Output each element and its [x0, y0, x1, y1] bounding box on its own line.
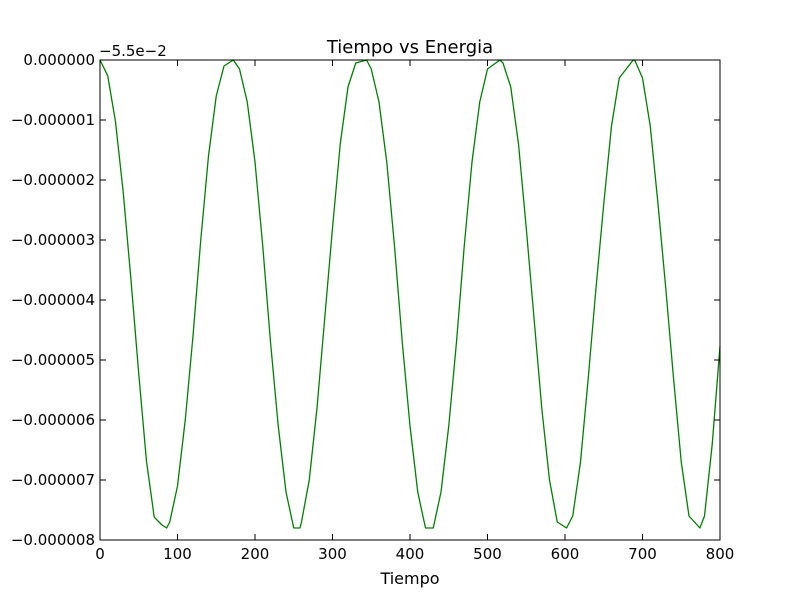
x-tick-label: 0	[95, 545, 105, 563]
x-tick-label: 800	[706, 545, 735, 563]
x-axis-label: Tiempo	[379, 569, 439, 588]
x-tick-label: 200	[241, 545, 270, 563]
x-tick-label: 500	[473, 545, 502, 563]
x-tick-label: 700	[628, 545, 657, 563]
y-tick-label: −0.000001	[11, 111, 95, 129]
x-tick-label: 100	[163, 545, 192, 563]
y-tick-label: −0.000008	[11, 531, 95, 549]
y-tick-label: 0.000000	[23, 51, 95, 69]
series-line-0	[99, 59, 721, 529]
x-tick-label: 300	[318, 545, 347, 563]
plot-area	[99, 59, 721, 541]
y-tick-label: −0.000006	[11, 411, 95, 429]
chart-title: Tiempo vs Energia	[326, 37, 493, 58]
plot-background	[100, 60, 720, 540]
y-tick-label: −0.000005	[11, 351, 95, 369]
x-tick-label: 400	[396, 545, 425, 563]
ticks	[99, 59, 721, 541]
y-tick-label: −0.000002	[11, 171, 95, 189]
y-axis-offset-label: −5.5e−2	[99, 42, 167, 60]
tick-labels: 0 100 200 300 400 500 600 700 800 0.000000 −0.0000…	[11, 51, 734, 563]
y-tick-label: −0.000004	[11, 291, 95, 309]
y-tick-label: −0.000003	[11, 231, 95, 249]
x-tick-label: 600	[551, 545, 580, 563]
y-tick-label: −0.000007	[11, 471, 95, 489]
